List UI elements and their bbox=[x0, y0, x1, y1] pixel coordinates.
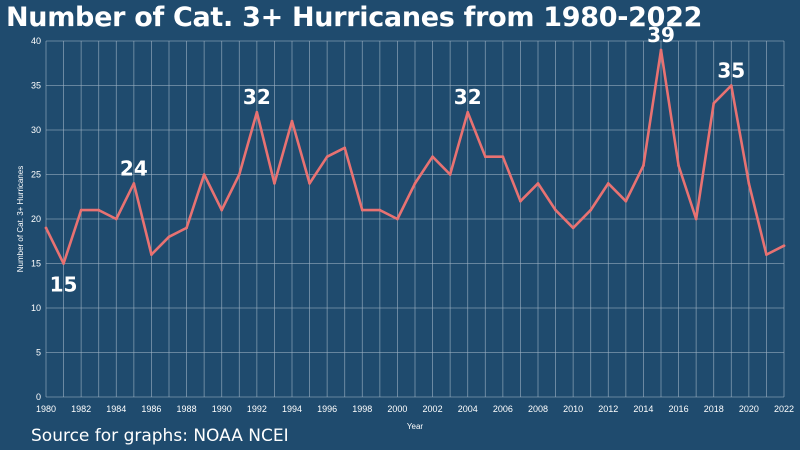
peak-label: 24 bbox=[120, 156, 148, 180]
x-tick-label: 1982 bbox=[71, 404, 91, 414]
x-tick-label: 1992 bbox=[247, 404, 267, 414]
data-point bbox=[308, 182, 311, 185]
source-note: Source for graphs: NOAA NCEI bbox=[31, 426, 289, 446]
data-point bbox=[343, 146, 347, 150]
data-point bbox=[642, 164, 645, 167]
y-tick-label: 25 bbox=[31, 170, 41, 180]
y-tick-label: 10 bbox=[31, 303, 41, 313]
x-tick-label: 2004 bbox=[458, 404, 478, 414]
data-point bbox=[765, 253, 768, 256]
data-point bbox=[483, 155, 487, 158]
y-tick-label: 20 bbox=[31, 214, 41, 224]
data-point bbox=[97, 208, 101, 212]
data-point bbox=[677, 164, 680, 167]
data-point bbox=[747, 182, 751, 185]
peak-label: 39 bbox=[647, 23, 675, 47]
data-point bbox=[589, 208, 593, 212]
data-point bbox=[44, 226, 48, 230]
data-point bbox=[290, 119, 294, 123]
x-tick-label: 2016 bbox=[669, 404, 689, 414]
data-point bbox=[694, 217, 698, 221]
x-tick-label: 2002 bbox=[423, 404, 443, 414]
data-point bbox=[659, 48, 663, 52]
data-point bbox=[536, 182, 540, 185]
y-tick-label: 0 bbox=[36, 392, 41, 402]
data-point bbox=[378, 208, 382, 212]
x-tick-label: 2018 bbox=[704, 404, 724, 414]
data-point bbox=[431, 155, 434, 158]
data-point bbox=[220, 208, 224, 212]
data-point bbox=[413, 182, 417, 185]
data-point bbox=[448, 173, 452, 176]
x-tick-label: 1980 bbox=[36, 404, 56, 414]
peak-label: 32 bbox=[243, 85, 271, 109]
data-point bbox=[255, 110, 259, 114]
x-tick-label: 1994 bbox=[282, 404, 302, 414]
x-axis-title: Year bbox=[407, 422, 424, 431]
data-point bbox=[167, 235, 171, 239]
x-tick-label: 2006 bbox=[493, 404, 513, 414]
x-tick-label: 2010 bbox=[563, 404, 583, 414]
data-point bbox=[273, 182, 276, 185]
y-tick-label: 35 bbox=[31, 81, 41, 91]
data-point bbox=[519, 199, 522, 203]
x-tick-label: 2014 bbox=[633, 404, 653, 414]
x-tick-label: 1986 bbox=[141, 404, 161, 414]
data-point bbox=[782, 244, 786, 247]
data-point bbox=[606, 182, 610, 185]
data-point bbox=[466, 110, 470, 114]
data-point bbox=[114, 217, 118, 221]
x-tick-label: 1990 bbox=[212, 404, 232, 414]
x-tick-label: 2012 bbox=[598, 404, 618, 414]
x-tick-label: 1996 bbox=[317, 404, 337, 414]
y-tick-label: 40 bbox=[31, 36, 41, 46]
x-tick-label: 1984 bbox=[106, 404, 126, 414]
data-point bbox=[624, 199, 628, 203]
data-point bbox=[132, 182, 136, 185]
peak-label: 35 bbox=[717, 59, 745, 83]
peak-label: 15 bbox=[50, 273, 78, 297]
data-point bbox=[325, 155, 329, 158]
x-tick-label: 1988 bbox=[177, 404, 197, 414]
data-point bbox=[501, 155, 505, 158]
y-axis-title: Number of Cat. 3+ Hurricanes bbox=[16, 166, 25, 273]
data-point bbox=[360, 208, 364, 212]
data-point bbox=[729, 84, 733, 87]
data-point bbox=[79, 208, 83, 212]
data-point bbox=[202, 173, 206, 176]
y-tick-label: 5 bbox=[36, 348, 41, 358]
data-point bbox=[185, 226, 188, 230]
y-tick-label: 15 bbox=[31, 259, 41, 269]
x-tick-label: 2008 bbox=[528, 404, 548, 414]
data-point bbox=[712, 102, 716, 105]
x-tick-label: 2020 bbox=[739, 404, 759, 414]
chart-title: Number of Cat. 3+ Hurricanes from 1980-2… bbox=[6, 2, 703, 33]
x-tick-label: 2022 bbox=[774, 404, 794, 414]
data-point bbox=[237, 173, 241, 176]
peak-label: 32 bbox=[454, 85, 482, 109]
data-point bbox=[62, 262, 65, 265]
data-point bbox=[571, 226, 575, 230]
data-point bbox=[554, 208, 557, 212]
data-point bbox=[150, 253, 153, 256]
x-tick-label: 1998 bbox=[352, 404, 372, 414]
y-tick-label: 30 bbox=[31, 125, 41, 135]
x-tick-label: 2000 bbox=[387, 404, 407, 414]
data-point bbox=[396, 217, 399, 221]
